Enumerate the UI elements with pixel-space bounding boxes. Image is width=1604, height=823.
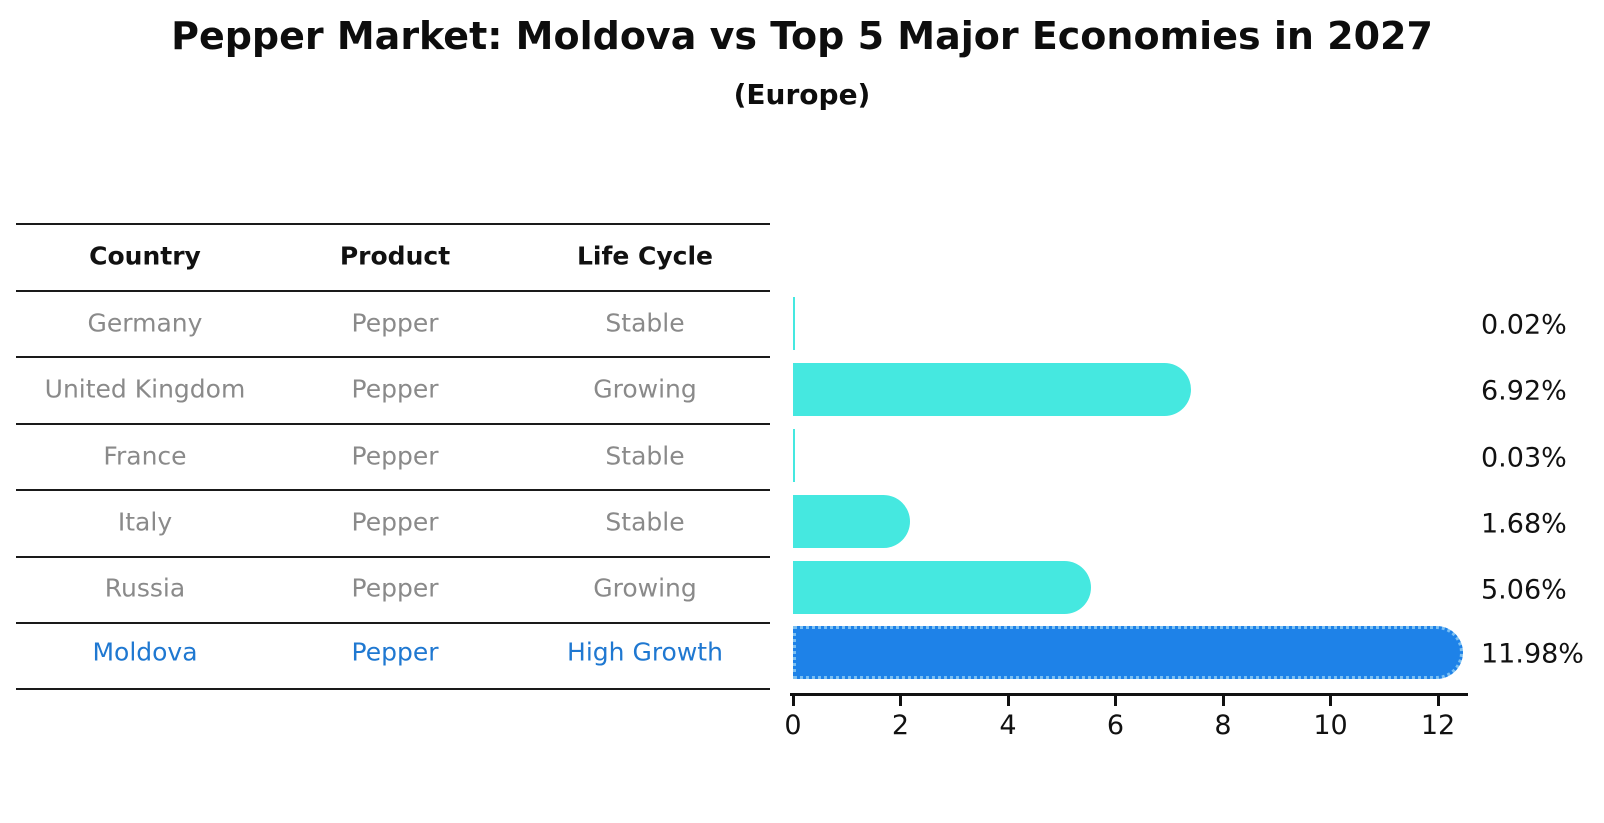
- x-tick-mark: [1114, 696, 1117, 706]
- x-tick-label: 6: [1106, 710, 1125, 741]
- x-tick-mark: [1436, 696, 1440, 706]
- table-cell-country: Germany: [87, 308, 203, 338]
- x-tick-label: 12: [1420, 710, 1456, 741]
- bar-germany: [793, 296, 795, 350]
- x-tick-label: 0: [784, 710, 802, 741]
- x-tick-mark: [791, 696, 795, 706]
- table-cell-life_cycle: Stable: [605, 441, 685, 470]
- table-cell-product: Pepper: [351, 441, 439, 470]
- bar-united-kingdom: [793, 362, 1192, 416]
- x-tick-label: 2: [891, 710, 910, 741]
- value-label: 5.06%: [1481, 574, 1567, 605]
- table-cell-country: Italy: [117, 507, 173, 536]
- x-tick-mark: [1329, 696, 1332, 706]
- table-cell-country: France: [103, 441, 187, 470]
- table-cell-life_cycle: Stable: [605, 507, 685, 536]
- bar-italy: [793, 495, 910, 548]
- table-cell-life_cycle: Growing: [593, 573, 697, 602]
- table-separator-line: [16, 556, 770, 558]
- value-label: 0.02%: [1481, 309, 1567, 341]
- table-separator-line: [16, 622, 770, 624]
- chart-subtitle: (Europe): [733, 78, 871, 111]
- table-separator-line: [16, 489, 770, 491]
- table-separator-line: [16, 688, 770, 690]
- table-separator-line: [16, 423, 770, 425]
- x-axis-line: [790, 693, 1468, 696]
- table-cell-product: Pepper: [351, 573, 439, 602]
- bar-france: [793, 429, 795, 482]
- value-label: 11.98%: [1481, 638, 1584, 670]
- value-label: 1.68%: [1481, 508, 1567, 539]
- table-cell-product: Pepper: [351, 308, 439, 338]
- bar-moldova: [793, 625, 1464, 679]
- value-label: 6.92%: [1481, 375, 1567, 407]
- table-cell-life_cycle: Growing: [593, 374, 697, 404]
- table-cell-life_cycle: High Growth: [567, 637, 723, 667]
- table-header-country: Country: [89, 241, 201, 271]
- x-tick-mark: [1006, 696, 1010, 706]
- x-tick-label: 4: [999, 710, 1017, 741]
- x-tick-mark: [899, 696, 902, 706]
- table-separator-line: [16, 223, 770, 225]
- table-separator-line: [16, 290, 770, 292]
- bar-russia: [793, 561, 1092, 614]
- table-header-life-cycle: Life Cycle: [576, 241, 714, 271]
- table-cell-product: Pepper: [351, 374, 439, 404]
- chart-title: Pepper Market: Moldova vs Top 5 Major Ec…: [171, 14, 1433, 58]
- table-cell-product: Pepper: [351, 507, 439, 536]
- table-header-product: Product: [339, 241, 451, 271]
- x-tick-label: 10: [1313, 710, 1348, 741]
- table-separator-line: [16, 356, 770, 358]
- x-tick-label: 8: [1214, 710, 1232, 741]
- table-cell-life_cycle: Stable: [605, 308, 685, 338]
- table-cell-country: Russia: [104, 573, 186, 602]
- x-tick-mark: [1221, 696, 1225, 706]
- table-cell-country: Moldova: [92, 637, 198, 667]
- value-label: 0.03%: [1481, 442, 1567, 473]
- table-cell-country: United Kingdom: [44, 374, 246, 404]
- table-cell-product: Pepper: [351, 637, 439, 667]
